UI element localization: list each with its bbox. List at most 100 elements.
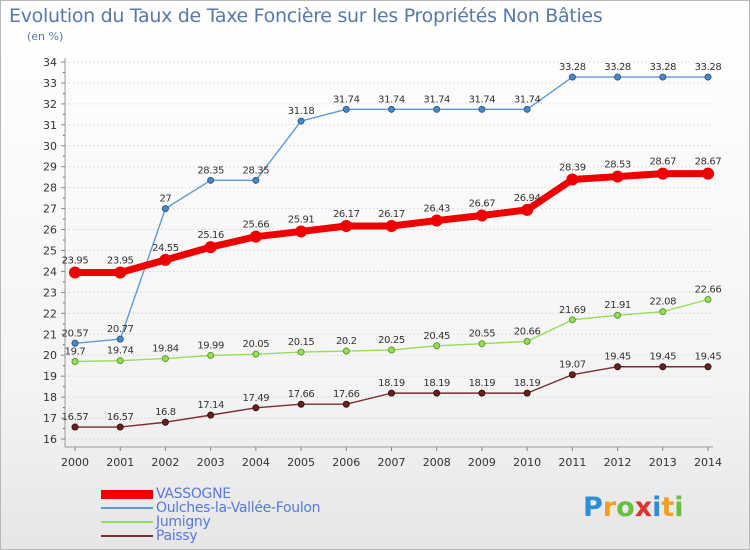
series-paissy (71, 363, 712, 431)
data-point (523, 389, 531, 397)
data-point (161, 418, 169, 426)
y-tick-label: 16 (43, 433, 57, 446)
data-label: 17.66 (288, 389, 315, 400)
data-label: 33.28 (604, 62, 631, 73)
y-tick-label: 25 (43, 245, 57, 258)
data-point (433, 342, 441, 350)
data-label: 19.74 (107, 346, 134, 357)
series-jumigny (71, 296, 712, 366)
line-chart: 16 17 18 19 20 21 22 23 24 25 26 27 28 29 30 31 32 33 34 20… (43, 56, 722, 469)
x-tick-label: 2012 (604, 456, 632, 469)
data-label: 19.45 (649, 352, 676, 363)
data-label: 26.67 (469, 199, 496, 210)
data-label: 28.67 (695, 157, 722, 168)
data-point (297, 400, 305, 408)
data-point (161, 205, 169, 213)
data-label: 31.74 (378, 94, 405, 105)
data-point (433, 389, 441, 397)
data-point (252, 404, 260, 412)
data-label: 31.18 (288, 106, 315, 117)
x-tick-label: 2000 (61, 456, 89, 469)
series-layer (69, 73, 714, 431)
data-label: 19.45 (695, 352, 722, 363)
legend-swatch (101, 535, 153, 537)
data-point (614, 311, 622, 319)
data-label: 18.19 (469, 378, 496, 389)
data-label: 31.74 (423, 94, 450, 105)
x-tick-label: 2007 (378, 456, 406, 469)
data-point (704, 73, 712, 81)
y-tick-label: 28 (43, 182, 57, 195)
data-label: 23.95 (62, 255, 89, 266)
data-label: 19.45 (604, 352, 631, 363)
y-tick-label: 19 (43, 370, 57, 383)
data-point (433, 105, 441, 113)
legend-swatch (101, 489, 153, 499)
data-point (116, 335, 124, 343)
data-point (611, 170, 624, 183)
data-point (295, 225, 308, 238)
data-point (207, 176, 215, 184)
legend-swatch (101, 507, 153, 509)
x-tick-label: 2013 (649, 456, 677, 469)
data-point (702, 167, 714, 180)
data-label: 17.66 (333, 389, 360, 400)
data-label: 25.91 (288, 214, 315, 225)
y-tick-label: 27 (43, 203, 57, 216)
data-label: 28.53 (604, 160, 631, 171)
data-label: 33.28 (695, 62, 722, 73)
data-label: 33.28 (559, 62, 586, 73)
data-point (523, 105, 531, 113)
x-tick-label: 2014 (694, 456, 722, 469)
data-point (340, 219, 353, 232)
x-tick-label: 2004 (242, 456, 270, 469)
data-label: 19.84 (152, 344, 179, 355)
data-point (69, 266, 81, 279)
data-point (659, 363, 667, 371)
data-label: 20.66 (514, 326, 541, 337)
data-point (116, 423, 124, 431)
data-point (114, 266, 127, 279)
data-label: 18.19 (514, 378, 541, 389)
y-tick-label: 22 (43, 307, 57, 320)
data-label: 26.17 (333, 209, 360, 220)
data-point (614, 363, 622, 371)
logo-letter: o (616, 492, 635, 523)
data-label: 22.66 (695, 285, 722, 296)
x-tick-label: 2010 (513, 456, 541, 469)
data-label: 23.95 (107, 255, 134, 266)
data-label: 27 (159, 194, 171, 205)
y-tick-label: 21 (43, 328, 57, 341)
y-tick-label: 29 (43, 161, 57, 174)
data-point (656, 167, 669, 180)
data-label: 22.08 (649, 297, 676, 308)
y-tick-label: 32 (43, 98, 57, 111)
x-tick-label: 2005 (287, 456, 315, 469)
data-labels: 16.57 16.57 16.8 17.14 17.49 17.66 17.66 18.19 1… (62, 62, 722, 423)
data-point (385, 219, 398, 232)
y-tick-label: 34 (43, 56, 57, 69)
data-point (659, 73, 667, 81)
data-point (388, 105, 395, 113)
data-label: 20.57 (62, 328, 89, 339)
x-tick-label: 2011 (558, 456, 586, 469)
logo-letter: i (674, 492, 684, 523)
logo-letter: r (602, 492, 617, 523)
y-tick-label: 26 (43, 224, 57, 237)
data-point (566, 173, 579, 186)
data-label: 20.2 (336, 336, 357, 347)
data-label: 16.57 (107, 412, 134, 423)
data-point (388, 389, 395, 397)
data-point (521, 203, 534, 216)
y-tick-label: 31 (43, 119, 57, 132)
y-axis-unit: (en %) (27, 30, 64, 43)
data-label: 31.74 (333, 94, 360, 105)
data-label: 18.19 (423, 378, 450, 389)
data-label: 28.35 (197, 165, 224, 176)
data-label: 25.66 (243, 220, 270, 231)
logo-letter: t (661, 492, 675, 523)
x-tick-label: 2003 (197, 456, 225, 469)
data-point (204, 241, 217, 254)
data-point (342, 347, 350, 355)
data-label: 31.74 (469, 94, 496, 105)
